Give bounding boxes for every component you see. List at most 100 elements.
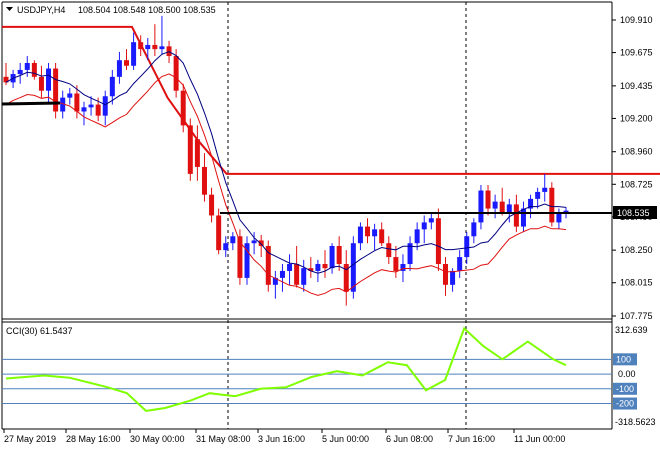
candle-body: [528, 198, 534, 209]
cci-levels: 100 0.00 -100 -200: [2, 353, 637, 410]
candle-body: [279, 270, 285, 278]
candle-body: [294, 264, 300, 285]
candle-body: [53, 68, 59, 112]
cci-level-tag: [613, 353, 637, 366]
cci-panel: CCI(30) 61.5437 312.639 -318.5623 100 0.0…: [2, 325, 656, 427]
candle-body: [450, 270, 456, 285]
candle-body: [17, 69, 23, 75]
candle-body: [520, 208, 526, 227]
candle-body: [506, 204, 512, 213]
time-label: 3 Jun 16:00: [258, 434, 305, 444]
cci-bottom-value: -318.5623: [615, 417, 656, 427]
cci-level-tag: [613, 397, 637, 410]
candle-body: [244, 243, 250, 278]
candle-body: [237, 236, 243, 278]
price-tick-label: 109.200: [620, 113, 653, 123]
candle-body: [3, 76, 9, 83]
cci-label: CCI(30) 61.5437: [6, 326, 73, 336]
price-tick-label: 109.435: [620, 81, 653, 91]
price-tick-label: 108.960: [620, 147, 653, 157]
candle-body: [400, 264, 406, 271]
time-label: 11 Jun 00:00: [514, 434, 565, 444]
candle-body: [336, 245, 342, 265]
candle-body: [74, 93, 80, 112]
candle-body: [194, 139, 200, 167]
candle-body: [223, 243, 229, 251]
candle-body: [492, 201, 498, 209]
candle-body: [145, 44, 151, 50]
cci-top-value: 312.639: [615, 325, 648, 335]
candle-body: [272, 277, 278, 285]
candle-body: [464, 236, 470, 258]
candle-body: [499, 201, 505, 213]
price-tick-label: 108.250: [620, 245, 653, 255]
candle-body: [343, 264, 349, 292]
candle-body: [187, 125, 193, 174]
cci-level-tag: [613, 382, 637, 395]
candle-body: [95, 104, 101, 116]
candle-body: [379, 229, 385, 244]
candle-body: [365, 226, 371, 237]
candle-body: [535, 191, 541, 199]
price-tag-text: 108.535: [617, 208, 650, 218]
candle-body: [251, 240, 257, 244]
cci-level-label: -200: [616, 399, 634, 409]
candle-body: [301, 268, 307, 285]
candle-body: [407, 243, 413, 265]
candle-body: [31, 62, 37, 77]
cci-level-label: 100: [616, 354, 631, 364]
candle-body: [287, 264, 293, 271]
upper-envelope-path: [2, 25, 660, 175]
black-ma-segment: [1, 101, 61, 106]
candle-body: [265, 245, 271, 285]
price-axis: 109.910 109.675 109.435 109.200 108.960 108.7…: [612, 15, 653, 321]
upper-envelope-line: [2, 25, 660, 175]
candle-body: [471, 222, 477, 237]
candles: [3, 15, 569, 306]
candle-body: [124, 60, 130, 66]
candle-body: [116, 60, 122, 77]
candle-body: [308, 268, 314, 271]
candle-body: [435, 218, 441, 265]
fast-ma-line: [5, 51, 567, 274]
time-label: 31 May 08:00: [196, 434, 251, 444]
candle-body: [421, 222, 427, 230]
candle-body: [81, 107, 87, 112]
candle-body: [138, 42, 144, 50]
candle-body: [393, 257, 399, 271]
candle-body: [428, 218, 434, 223]
session-separators: [227, 2, 467, 429]
candle-body: [315, 264, 321, 271]
candle-body: [88, 104, 94, 108]
candle-body: [414, 229, 420, 244]
time-label: 6 Jun 08:00: [386, 434, 433, 444]
price-tick-label: 107.775: [620, 311, 653, 321]
triangle-down-icon[interactable]: [6, 7, 13, 11]
candle-body: [485, 190, 491, 209]
time-label: 27 May 2019: [4, 434, 56, 444]
time-label: 7 Jun 16:00: [448, 434, 495, 444]
price-tick-label: 108.015: [620, 278, 653, 288]
candle-body: [350, 243, 356, 292]
candle-body: [67, 93, 73, 98]
candle-body: [109, 76, 115, 97]
price-tick-label: 109.675: [620, 48, 653, 58]
candle-body: [258, 240, 264, 246]
price-tag-bg: [613, 206, 657, 219]
symbol-label: USDJPY,H4: [17, 5, 65, 15]
time-label: 5 Jun 00:00: [322, 434, 369, 444]
candle-body: [442, 264, 448, 285]
candle-body: [173, 56, 179, 91]
candle-body: [209, 194, 215, 216]
time-label: 30 May 00:00: [130, 434, 185, 444]
price-tick-label: 108.725: [620, 179, 653, 189]
candle-body: [478, 190, 484, 223]
candle-body: [24, 62, 30, 70]
candle-body: [46, 68, 52, 91]
candle-body: [131, 42, 137, 66]
candle-body: [152, 44, 158, 50]
current-price-tag: 108.535: [613, 206, 657, 219]
cci-level-label: -100: [616, 384, 634, 394]
candle-body: [180, 90, 186, 126]
